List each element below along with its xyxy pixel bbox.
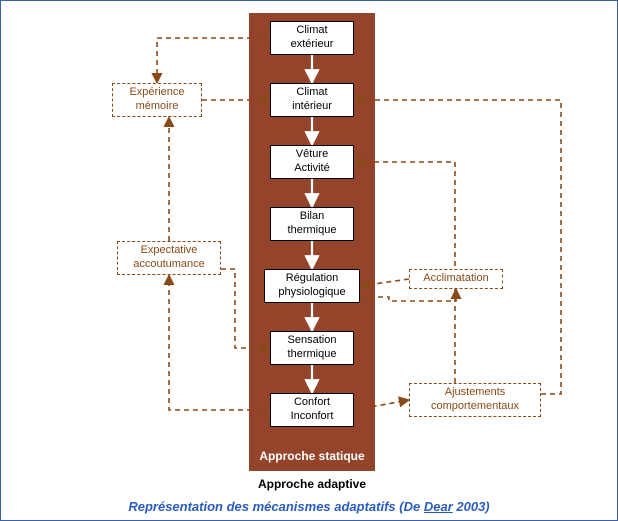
main-node-4-line2: thermique: [288, 224, 337, 238]
side-node-2-line2: accoutumance: [133, 258, 205, 272]
main-node-4-line1: Bilan: [300, 210, 324, 224]
side-node-3: Acclimatation: [409, 269, 503, 289]
main-node-2-line2: intérieur: [292, 100, 332, 114]
side-node-4-line1: Ajustements: [445, 386, 506, 400]
side-node-1-line1: Expérience: [129, 86, 184, 100]
figure-caption: Représentation des mécanismes adaptatifs…: [1, 499, 617, 514]
side-node-1: Expériencemémoire: [112, 83, 202, 117]
main-node-5: Régulationphysiologique: [264, 269, 360, 303]
main-node-6-line2: thermique: [288, 348, 337, 362]
main-node-6-line1: Sensation: [288, 334, 337, 348]
diagram-svg: [1, 1, 617, 520]
side-node-3-line1: Acclimatation: [423, 272, 488, 286]
main-node-5-line2: physiologique: [278, 286, 345, 300]
main-node-5-line1: Régulation: [286, 272, 339, 286]
label-approche-adaptive: Approche adaptive: [249, 477, 375, 491]
caption-suffix: 2003): [453, 499, 490, 514]
side-node-1-line2: mémoire: [136, 100, 179, 114]
main-node-7-line2: Inconfort: [291, 410, 334, 424]
main-node-7-line1: Confort: [294, 396, 330, 410]
main-node-3: VêtureActivité: [270, 145, 354, 179]
main-node-4: Bilanthermique: [270, 207, 354, 241]
side-node-2: Expectativeaccoutumance: [117, 241, 221, 275]
caption-underlined: Dear: [424, 499, 453, 514]
side-node-4: Ajustementscomportementaux: [409, 383, 541, 417]
main-node-1-line2: extérieur: [291, 38, 334, 52]
label-approche-statique: Approche statique: [249, 449, 375, 463]
side-node-2-line1: Expectative: [141, 244, 198, 258]
main-node-1-line1: Climat: [296, 24, 327, 38]
side-node-4-line2: comportementaux: [431, 400, 519, 414]
main-node-7: ConfortInconfort: [270, 393, 354, 427]
main-node-6: Sensationthermique: [270, 331, 354, 365]
main-node-1: Climatextérieur: [270, 21, 354, 55]
main-node-3-line2: Activité: [294, 162, 329, 176]
caption-prefix: Représentation des mécanismes adaptatifs…: [128, 499, 424, 514]
diagram-frame: ClimatextérieurClimatintérieurVêtureActi…: [0, 0, 618, 521]
main-node-3-line1: Vêture: [296, 148, 328, 162]
main-node-2: Climatintérieur: [270, 83, 354, 117]
main-node-2-line1: Climat: [296, 86, 327, 100]
